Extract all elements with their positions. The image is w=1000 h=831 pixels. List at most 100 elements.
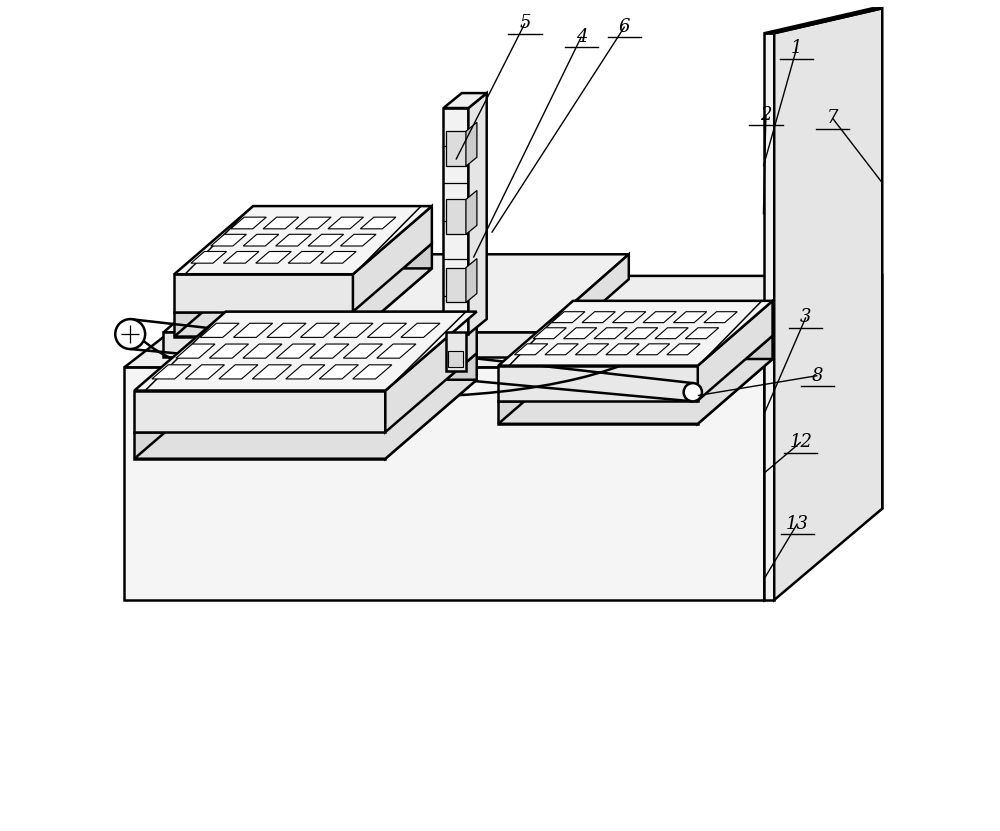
Polygon shape	[764, 33, 774, 600]
Polygon shape	[300, 323, 340, 337]
Polygon shape	[256, 252, 291, 263]
Polygon shape	[134, 391, 385, 432]
Text: 1: 1	[791, 39, 802, 57]
Polygon shape	[385, 312, 477, 432]
Polygon shape	[134, 312, 477, 391]
Polygon shape	[124, 276, 882, 367]
Polygon shape	[321, 252, 356, 263]
Polygon shape	[211, 234, 246, 246]
Polygon shape	[466, 190, 477, 234]
Polygon shape	[764, 8, 882, 33]
Polygon shape	[563, 327, 597, 339]
Text: 12: 12	[789, 433, 812, 451]
Polygon shape	[343, 344, 382, 358]
Polygon shape	[174, 268, 432, 337]
Polygon shape	[498, 366, 698, 401]
Polygon shape	[288, 252, 324, 263]
Polygon shape	[174, 274, 353, 312]
Polygon shape	[533, 327, 566, 339]
Bar	[446, 332, 466, 371]
Polygon shape	[276, 234, 311, 246]
Polygon shape	[685, 327, 719, 339]
Polygon shape	[552, 312, 585, 322]
Polygon shape	[243, 234, 279, 246]
Polygon shape	[540, 254, 629, 357]
Text: 6: 6	[619, 17, 630, 36]
Polygon shape	[243, 344, 282, 358]
Polygon shape	[582, 312, 615, 322]
Bar	[446, 199, 466, 234]
Circle shape	[684, 383, 702, 401]
Polygon shape	[191, 252, 226, 263]
Polygon shape	[174, 206, 432, 274]
Polygon shape	[219, 365, 258, 379]
Text: 13: 13	[786, 514, 809, 533]
Text: 8: 8	[812, 366, 823, 385]
Polygon shape	[134, 432, 385, 459]
Polygon shape	[624, 327, 658, 339]
Polygon shape	[319, 365, 358, 379]
Polygon shape	[340, 234, 376, 246]
Polygon shape	[698, 301, 773, 401]
Polygon shape	[353, 206, 432, 312]
Bar	[448, 351, 463, 367]
Polygon shape	[613, 312, 646, 322]
Polygon shape	[334, 323, 373, 337]
Polygon shape	[233, 323, 273, 337]
Polygon shape	[401, 323, 440, 337]
Polygon shape	[764, 276, 882, 600]
Polygon shape	[655, 327, 688, 339]
Polygon shape	[698, 336, 773, 424]
Polygon shape	[466, 122, 477, 166]
Circle shape	[115, 319, 145, 349]
Polygon shape	[174, 312, 353, 337]
Polygon shape	[443, 108, 468, 334]
Polygon shape	[223, 252, 259, 263]
Polygon shape	[385, 353, 477, 459]
Text: 4: 4	[576, 27, 587, 46]
Polygon shape	[328, 217, 364, 229]
Polygon shape	[466, 258, 477, 302]
Polygon shape	[606, 344, 639, 355]
Polygon shape	[498, 401, 698, 424]
Polygon shape	[209, 344, 249, 358]
Text: 3: 3	[800, 308, 812, 327]
Polygon shape	[498, 301, 773, 366]
Text: 7: 7	[827, 109, 838, 127]
Polygon shape	[124, 367, 764, 600]
Polygon shape	[443, 93, 487, 108]
Polygon shape	[310, 344, 349, 358]
Polygon shape	[643, 312, 676, 322]
Polygon shape	[176, 344, 215, 358]
Polygon shape	[367, 323, 406, 337]
Text: 2: 2	[760, 106, 772, 124]
Polygon shape	[252, 365, 291, 379]
Polygon shape	[514, 344, 548, 355]
Polygon shape	[308, 234, 344, 246]
Polygon shape	[296, 217, 331, 229]
Polygon shape	[667, 344, 700, 355]
Polygon shape	[263, 217, 299, 229]
Polygon shape	[545, 344, 578, 355]
Polygon shape	[267, 323, 306, 337]
Polygon shape	[673, 312, 707, 322]
Polygon shape	[360, 217, 396, 229]
Polygon shape	[353, 365, 392, 379]
Polygon shape	[704, 312, 737, 322]
Polygon shape	[286, 365, 325, 379]
Polygon shape	[200, 323, 239, 337]
Bar	[446, 268, 466, 302]
Polygon shape	[575, 344, 609, 355]
Polygon shape	[231, 217, 266, 229]
Polygon shape	[163, 332, 540, 357]
Polygon shape	[774, 8, 882, 600]
Bar	[446, 131, 466, 166]
Polygon shape	[498, 359, 773, 424]
Polygon shape	[377, 344, 416, 358]
Polygon shape	[594, 327, 627, 339]
Polygon shape	[185, 365, 224, 379]
Polygon shape	[134, 380, 477, 459]
Text: 5: 5	[519, 14, 531, 32]
Polygon shape	[163, 254, 629, 332]
Polygon shape	[152, 365, 191, 379]
